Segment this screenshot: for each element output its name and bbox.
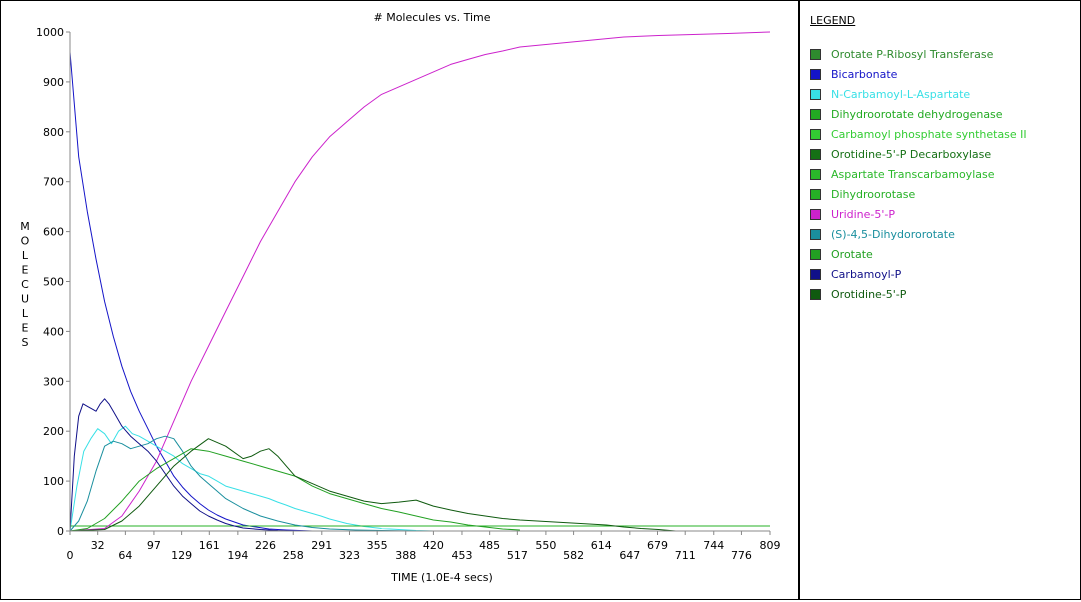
x-tick-label: 291	[311, 539, 332, 552]
y-tick-label: 900	[43, 76, 64, 89]
x-axis-ticks: 0 32 64 97 129 161 194 226 258 291 323 355 388 420 453…	[67, 531, 781, 562]
panel-divider	[798, 1, 800, 599]
line-chart: # Molecules vs. Time 0 32 64 97 129 161 194 226…	[20, 11, 781, 584]
x-tick-label: 388	[395, 549, 416, 562]
legend-item: Dihydroorotase	[810, 184, 1027, 204]
x-tick-label: 711	[675, 549, 696, 562]
x-tick-label: 776	[731, 549, 752, 562]
y-axis-ticks: 0 100 200 300 400 500 600 700 800 900 1000	[36, 26, 70, 538]
legend-swatch	[810, 148, 821, 160]
x-tick-label: 129	[171, 549, 192, 562]
legend-label: Orotate	[831, 247, 873, 261]
legend-item: Uridine-5'-P	[810, 204, 1027, 224]
x-tick-label: 355	[367, 539, 388, 552]
y-tick-label: 0	[57, 525, 64, 538]
legend-swatch	[810, 288, 821, 300]
legend-item: Orotate P-Ribosyl Transferase	[810, 44, 1027, 64]
y-tick-label: 300	[43, 375, 64, 388]
series-line-2	[69, 425, 434, 532]
x-tick-label: 517	[507, 549, 528, 562]
legend-label: Orotate P-Ribosyl Transferase	[831, 47, 994, 61]
series-line-11	[69, 398, 313, 532]
x-tick-label: 161	[199, 539, 220, 552]
x-tick-label: 64	[118, 549, 132, 562]
axes	[69, 32, 770, 532]
legend-list: Orotate P-Ribosyl Transferase Bicarbonate…	[810, 44, 1027, 304]
x-tick-label: 679	[647, 539, 668, 552]
x-tick-label: 32	[91, 539, 105, 552]
legend-item: (S)-4,5-Dihydororotate	[810, 224, 1027, 244]
y-tick-label: 400	[43, 325, 64, 338]
legend-title: LEGEND	[810, 14, 856, 27]
y-tick-label: 100	[43, 475, 64, 488]
x-tick-label: 323	[339, 549, 360, 562]
series-line-10	[69, 448, 520, 532]
legend-item: Orotate	[810, 244, 1027, 264]
legend-swatch	[810, 208, 821, 220]
legend-label: Uridine-5'-P	[831, 207, 896, 221]
x-tick-label: 97	[147, 539, 161, 552]
legend-label: Dihydroorotase	[831, 187, 916, 201]
x-tick-label: 226	[255, 539, 276, 552]
x-tick-label: 420	[423, 539, 444, 552]
x-tick-label: 550	[535, 539, 556, 552]
legend-item: N-Carbamoyl-L-Aspartate	[810, 84, 1027, 104]
x-tick-label: 647	[619, 549, 640, 562]
plot-area	[69, 31, 771, 532]
x-axis-label: TIME (1.0E-4 secs)	[390, 571, 493, 584]
chart-title: # Molecules vs. Time	[374, 11, 491, 24]
legend-swatch	[810, 128, 821, 140]
legend-swatch	[810, 108, 821, 120]
legend-panel: LEGEND Orotate P-Ribosyl Transferase Bica…	[801, 2, 1079, 598]
y-tick-label: 200	[43, 425, 64, 438]
legend-label: Carbamoyl phosphate synthetase II	[831, 127, 1027, 141]
legend-item: Dihydroorotate dehydrogenase	[810, 104, 1027, 124]
legend-label: Dihydroorotate dehydrogenase	[831, 107, 1003, 121]
legend-item: Carbamoyl phosphate synthetase II	[810, 124, 1027, 144]
chart-panel: # Molecules vs. Time 0 32 64 97 129 161 194 226…	[2, 2, 798, 598]
y-tick-label: 1000	[36, 26, 64, 39]
legend-item: Orotidine-5'-P Decarboxylase	[810, 144, 1027, 164]
legend-item: Aspartate Transcarbamoylase	[810, 164, 1027, 184]
legend-swatch	[810, 88, 821, 100]
y-tick-label: 600	[43, 226, 64, 239]
x-tick-label: 194	[227, 549, 248, 562]
x-tick-label: 258	[283, 549, 304, 562]
legend-label: (S)-4,5-Dihydororotate	[831, 227, 955, 241]
legend-swatch	[810, 168, 821, 180]
legend-swatch	[810, 248, 821, 260]
series-line-12	[69, 438, 676, 532]
legend-swatch	[810, 188, 821, 200]
x-tick-label: 614	[591, 539, 612, 552]
legend-swatch	[810, 228, 821, 240]
legend-item: Orotidine-5'-P	[810, 284, 1027, 304]
legend-swatch	[810, 268, 821, 280]
y-tick-label: 500	[43, 276, 64, 289]
x-tick-label: 809	[760, 539, 781, 552]
legend-label: Orotidine-5'-P	[831, 287, 907, 301]
y-tick-label: 800	[43, 126, 64, 139]
legend-label: N-Carbamoyl-L-Aspartate	[831, 87, 971, 101]
series-line-8	[69, 31, 771, 532]
x-tick-label: 582	[563, 549, 584, 562]
legend-label: Orotidine-5'-P Decarboxylase	[831, 147, 992, 161]
legend-swatch	[810, 48, 821, 60]
x-tick-label: 744	[703, 539, 724, 552]
legend-label: Carbamoyl-P	[831, 267, 902, 281]
x-tick-label: 0	[67, 549, 74, 562]
series-line-9	[69, 435, 451, 532]
legend-label: Bicarbonate	[831, 67, 898, 81]
y-tick-label: 700	[43, 176, 64, 189]
legend-item: Bicarbonate	[810, 64, 1027, 84]
series-line-1	[69, 51, 330, 532]
legend-swatch	[810, 68, 821, 80]
x-tick-label: 485	[479, 539, 500, 552]
legend-label: Aspartate Transcarbamoylase	[831, 167, 995, 181]
x-tick-label: 453	[451, 549, 472, 562]
legend-item: Carbamoyl-P	[810, 264, 1027, 284]
